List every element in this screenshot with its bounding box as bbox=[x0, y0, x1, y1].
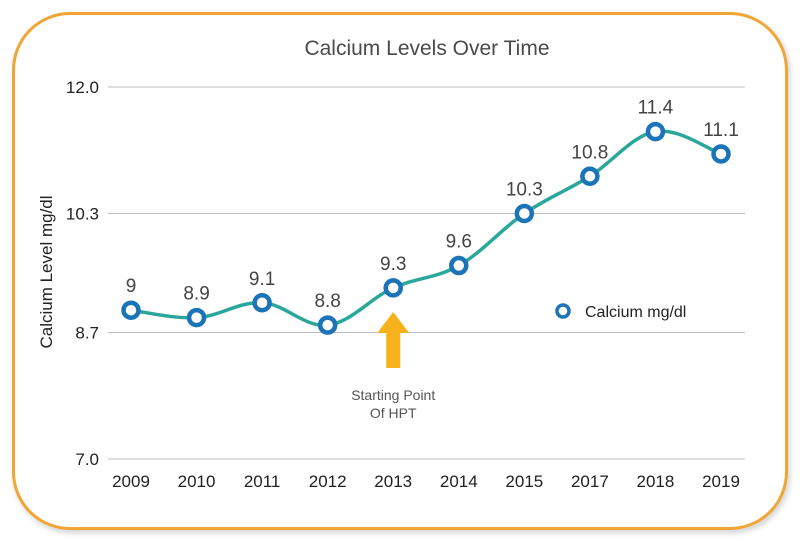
x-tick-label: 2019 bbox=[702, 472, 740, 491]
x-tick-label: 2015 bbox=[505, 472, 543, 491]
data-label: 9.1 bbox=[249, 269, 275, 290]
data-point bbox=[514, 203, 535, 224]
annotation-arrow bbox=[377, 312, 410, 368]
data-labels: 9 8.9 9.1 8.8 9.3 9.6 10.3 10.8 11.4 11.1 bbox=[126, 98, 739, 312]
data-label: 8.9 bbox=[183, 284, 209, 305]
gridlines bbox=[108, 86, 745, 460]
data-point bbox=[317, 315, 338, 335]
x-tick-label: 2010 bbox=[178, 472, 216, 491]
y-tick-label: 10.3 bbox=[66, 204, 99, 223]
data-label: 10.3 bbox=[506, 179, 543, 200]
x-tick-label: 2012 bbox=[309, 472, 347, 491]
x-tick-label: 2013 bbox=[374, 472, 412, 491]
annotation-text: Of HPT bbox=[370, 405, 417, 421]
x-tick-label: 2009 bbox=[112, 472, 150, 491]
chart-frame bbox=[12, 12, 788, 530]
data-point bbox=[711, 144, 731, 164]
x-tick-label: 2017 bbox=[571, 472, 609, 491]
legend-marker bbox=[555, 303, 571, 319]
chart-title: Calcium Levels Over Time bbox=[304, 37, 549, 60]
x-tick-label: 2011 bbox=[244, 472, 281, 491]
series-line-calcium bbox=[130, 129, 722, 327]
data-label: 10.8 bbox=[571, 142, 608, 163]
x-tick-label: 2014 bbox=[440, 472, 478, 491]
data-label: 9 bbox=[126, 276, 137, 297]
y-axis-ticks: 7.0 8.7 10.3 12.0 bbox=[66, 78, 99, 469]
y-axis-label: Calcium Level mg/dl bbox=[37, 195, 56, 348]
data-point bbox=[449, 255, 469, 276]
legend-entry: Calcium mg/dl bbox=[585, 304, 686, 321]
data-label: 11.1 bbox=[703, 120, 739, 141]
annotation: Starting Point Of HPT bbox=[351, 312, 435, 421]
data-point bbox=[645, 121, 666, 142]
data-label: 8.8 bbox=[314, 291, 340, 312]
data-point bbox=[121, 300, 141, 320]
y-tick-label: 8.7 bbox=[75, 324, 99, 343]
x-tick-label: 2018 bbox=[637, 472, 675, 491]
data-point bbox=[252, 293, 272, 313]
y-tick-label: 7.0 bbox=[75, 450, 99, 469]
data-point bbox=[580, 166, 600, 187]
data-point bbox=[186, 307, 207, 328]
series-markers bbox=[121, 121, 731, 335]
data-label: 9.3 bbox=[380, 254, 406, 275]
annotation-text: Starting Point bbox=[351, 387, 435, 403]
data-label: 11.4 bbox=[638, 98, 674, 119]
data-point bbox=[383, 278, 403, 298]
x-axis-ticks: 2009 2010 2011 2012 2013 2014 2015 2017 2018 2019 bbox=[112, 472, 740, 491]
y-tick-label: 12.0 bbox=[66, 78, 99, 97]
data-label: 9.6 bbox=[446, 232, 472, 253]
legend: Calcium mg/dl bbox=[555, 303, 686, 321]
